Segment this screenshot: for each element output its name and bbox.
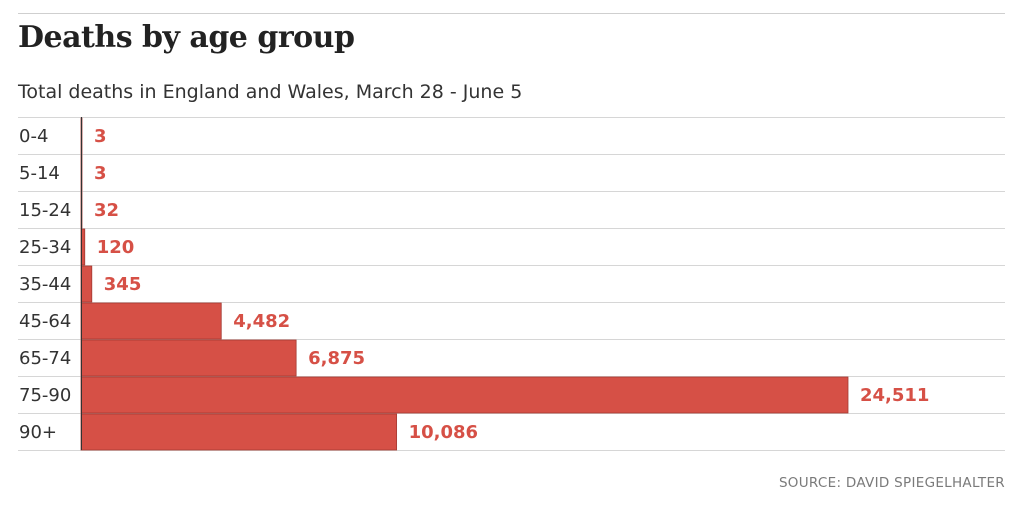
bar	[80, 339, 297, 377]
bar	[80, 413, 398, 451]
bar	[80, 302, 222, 340]
value-label: 32	[94, 200, 119, 221]
category-label: 65-74	[19, 348, 71, 369]
value-label: 3	[94, 126, 107, 147]
category-label: 90+	[19, 422, 57, 443]
value-label: 10,086	[409, 422, 478, 443]
value-label: 120	[97, 237, 135, 258]
value-label: 3	[94, 163, 107, 184]
category-label: 15-24	[19, 200, 71, 221]
source-note: SOURCE: DAVID SPIEGELHALTER	[778, 475, 1005, 491]
chart-subtitle: Total deaths in England and Wales, March…	[18, 81, 523, 103]
chart-title: Deaths by age group	[18, 20, 355, 55]
bar	[80, 376, 849, 414]
value-label: 345	[104, 274, 142, 295]
category-label: 35-44	[19, 274, 71, 295]
bar	[80, 265, 93, 303]
value-label: 24,511	[860, 385, 929, 406]
category-label: 45-64	[19, 311, 71, 332]
category-label: 25-34	[19, 237, 71, 258]
value-label: 4,482	[233, 311, 290, 332]
category-label: 5-14	[19, 163, 60, 184]
category-label: 75-90	[19, 385, 71, 406]
category-label: 0-4	[19, 126, 48, 147]
value-label: 6,875	[308, 348, 365, 369]
top-rule	[18, 13, 1005, 14]
